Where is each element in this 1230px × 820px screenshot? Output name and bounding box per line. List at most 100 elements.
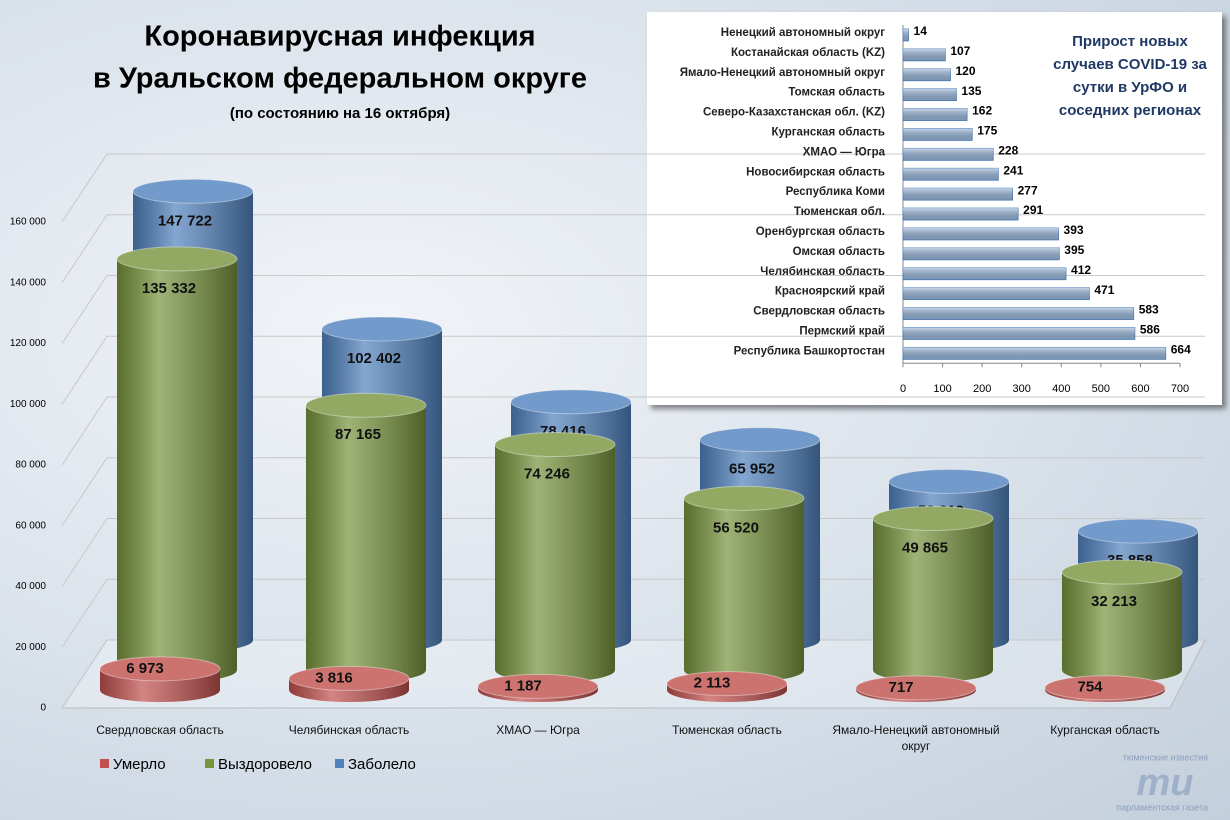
x-tick-label: Курганская область	[1050, 723, 1160, 737]
y-tick-label: Республика Башкортостан	[734, 345, 885, 357]
cylinder-shade	[873, 518, 993, 682]
cylinder-shade	[684, 498, 804, 682]
cylinder-shade	[306, 405, 426, 682]
value-label: 583	[1139, 303, 1159, 317]
bar-shade	[903, 128, 973, 141]
grid-line	[61, 396, 1205, 466]
grid-line	[61, 457, 1205, 527]
bar-shade	[903, 68, 951, 81]
legend-swatch	[335, 759, 344, 768]
value-label: 586	[1140, 323, 1160, 337]
y-tick-label: Ненецкий автономный округ	[721, 27, 885, 39]
value-label: 135 332	[142, 280, 196, 297]
value-label: 87 165	[335, 426, 381, 443]
y-tick-label: ХМАО — Югра	[803, 146, 886, 158]
cylinder-top	[305, 392, 427, 418]
value-label: 228	[998, 144, 1018, 158]
bar-shade	[903, 168, 999, 181]
cylinder-top	[321, 316, 443, 342]
value-label: 241	[1003, 163, 1023, 177]
value-label: 65 952	[729, 461, 775, 478]
y-tick-label: Томская область	[788, 87, 885, 99]
bar-shade	[903, 88, 957, 101]
grid-line	[61, 214, 1205, 284]
x-tick-label: ХМАО — Югра	[496, 723, 580, 737]
x-tick-label: Челябинская область	[288, 723, 410, 737]
y-tick-label: 0	[40, 703, 46, 714]
y-tick-label: Челябинская область	[760, 266, 885, 278]
cylinder-top	[888, 468, 1010, 494]
chart-note: (по состоянию на 16 октября)	[230, 105, 450, 122]
value-label: 664	[1171, 343, 1191, 357]
value-label: 135	[961, 84, 981, 98]
cylinder-top-shade	[856, 675, 976, 700]
value-label: 32 213	[1091, 593, 1137, 610]
y-tick-label: 120 000	[10, 338, 47, 349]
y-tick-label: Ямало-Ненецкий автономный округ	[680, 67, 885, 79]
value-label: 14	[914, 24, 928, 38]
value-label: 120	[955, 64, 975, 78]
cylinder-top-shade	[117, 246, 237, 271]
y-tick-label: 40 000	[15, 581, 46, 592]
x-tick-label: Ямало-Ненецкий автономный округ	[832, 723, 1000, 753]
y-tick-label: 80 000	[15, 460, 46, 471]
y-tick-label: Новосибирская область	[746, 166, 885, 178]
y-tick-label: 60 000	[15, 520, 46, 531]
y-tick-label: Омская область	[793, 246, 885, 258]
chart-title: Коронавирусная инфекция	[144, 21, 535, 53]
bar-shade	[903, 267, 1067, 280]
cylinder-top	[1077, 518, 1199, 544]
bar-shade	[903, 208, 1019, 221]
value-label: 412	[1071, 263, 1091, 277]
y-tick-label: Тюменская обл.	[794, 206, 885, 218]
legend-swatch	[100, 759, 109, 768]
x-tick-label: 300	[1013, 383, 1031, 395]
cylinder-top	[288, 665, 410, 691]
chart-subtitle: в Уральском федеральном округе	[93, 63, 587, 95]
legend-swatch	[205, 759, 214, 768]
legend-label: Заболело	[348, 756, 416, 773]
value-label: 175	[977, 124, 997, 138]
bar-shade	[903, 347, 1166, 360]
value-label: 3 816	[315, 669, 353, 686]
value-label: 393	[1064, 223, 1084, 237]
x-tick-label: Свердловская область	[96, 723, 224, 737]
cylinder-top-shade	[1078, 519, 1198, 544]
value-label: 471	[1094, 283, 1114, 297]
y-tick-label: Северо-Казахстанская обл. (KZ)	[703, 107, 885, 119]
grid-line	[61, 639, 1205, 709]
x-tick-label: 700	[1171, 383, 1189, 395]
y-tick-label: 140 000	[10, 277, 47, 288]
value-label: 2 113	[694, 675, 731, 692]
cylinder-top	[855, 675, 977, 701]
cylinder-shade	[1062, 572, 1182, 682]
value-label: 56 520	[713, 519, 759, 536]
inset-title: Прирост новых случаев COVID-19 за сутки …	[1053, 33, 1207, 119]
bar-shade	[903, 28, 909, 41]
x-tick-label: 500	[1092, 383, 1110, 395]
y-tick-label: Республика Коми	[786, 186, 885, 198]
bar-shade	[903, 327, 1135, 340]
cylinder-top-shade	[511, 389, 631, 414]
value-label: 395	[1064, 243, 1084, 257]
legend-label: Выздоровело	[218, 756, 312, 773]
value-label: 102 402	[347, 350, 401, 367]
logo-bottom: парламентская газета	[1116, 802, 1208, 812]
x-tick-label: 0	[900, 383, 906, 395]
x-tick-label: 100	[933, 383, 951, 395]
cylinder-top	[666, 671, 788, 697]
cylinder-shade	[495, 444, 615, 682]
x-tick-label: 200	[973, 383, 991, 395]
cylinder-top-shade	[873, 506, 993, 531]
cylinder-top-shade	[478, 674, 598, 699]
y-tick-label: Костанайская область (KZ)	[731, 47, 885, 59]
legend-label: Умерло	[113, 756, 166, 773]
value-label: 291	[1023, 203, 1043, 217]
cylinder-top-shade	[100, 656, 220, 681]
cylinder-top	[477, 673, 599, 699]
y-tick-label: Курганская область	[771, 126, 885, 138]
value-label: 107	[950, 44, 970, 58]
cylinder-top	[872, 506, 994, 532]
grid-line	[61, 153, 1205, 223]
x-tick-label: 400	[1052, 383, 1070, 395]
